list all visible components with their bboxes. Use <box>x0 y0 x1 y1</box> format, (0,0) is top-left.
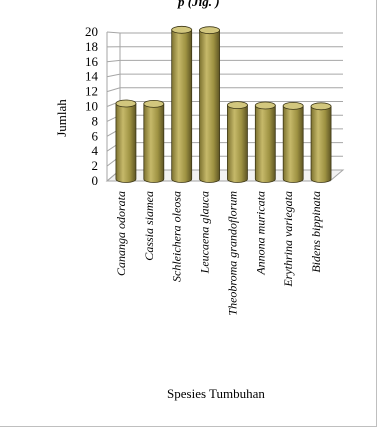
bar <box>310 102 332 183</box>
bar <box>282 102 304 183</box>
y-tick-label: 18 <box>85 39 98 54</box>
bar <box>254 101 276 183</box>
x-tick-label: Annona muricata <box>253 191 267 276</box>
y-tick-label: 4 <box>92 143 99 158</box>
y-tick-label: 16 <box>85 54 99 69</box>
y-tick-label: 20 <box>85 24 98 39</box>
x-tick-label: Cananga odorata <box>114 191 128 276</box>
x-tick-label: Schleichera oleosa <box>170 191 184 282</box>
y-tick-label: 0 <box>92 173 99 188</box>
bar <box>115 99 137 183</box>
gridline <box>106 142 343 152</box>
gridline <box>106 128 343 137</box>
gridline <box>106 31 343 34</box>
y-tick-label: 14 <box>85 69 99 84</box>
gridline <box>106 114 343 122</box>
gridlines <box>105 31 345 182</box>
gridline <box>106 101 343 107</box>
x-tick-label: Theobroma grandoflorum <box>225 191 239 316</box>
y-tick-label: 12 <box>85 84 98 99</box>
y-tick-label: 8 <box>92 113 99 128</box>
bar <box>171 25 193 183</box>
x-tick-label: Erythrina variegata <box>281 191 295 288</box>
x-tick-label: Bidens bippinata <box>309 191 323 273</box>
x-axis-category-labels: Cananga odorata Cassia siamea Schleichera … <box>114 191 323 316</box>
x-tick-label: Cassia siamea <box>142 191 156 261</box>
bars <box>115 25 332 183</box>
bar <box>227 101 248 183</box>
chart-floor <box>105 169 345 182</box>
bar <box>143 100 165 183</box>
chart-title-fragment: p (Jiğ. ) <box>177 0 220 9</box>
gridline <box>106 87 343 93</box>
y-tick-label: 2 <box>92 158 99 173</box>
gridline <box>106 155 343 167</box>
x-tick-label: Leucaena glauca <box>198 191 212 274</box>
y-axis-title: Jumlah <box>54 99 69 137</box>
gridline <box>106 73 343 78</box>
x-axis-title: Spesies Tumbuhan <box>167 386 265 401</box>
gridline <box>106 59 343 63</box>
y-tick-label: 10 <box>85 99 98 114</box>
bar <box>199 26 220 183</box>
y-tick-label: 6 <box>92 128 99 143</box>
